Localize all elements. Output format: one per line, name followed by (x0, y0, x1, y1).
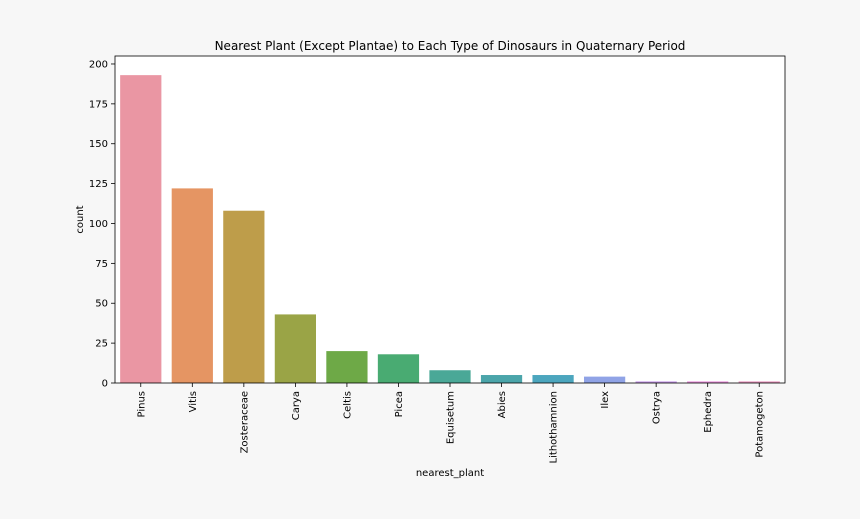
bar-ostrya (635, 381, 677, 383)
x-tick-label: Equisetum (446, 391, 457, 444)
chart-title: Nearest Plant (Except Plantae) to Each T… (215, 39, 686, 53)
y-tick-label: 200 (89, 59, 108, 70)
bar-abies (480, 375, 523, 383)
y-axis: 0 25 50 75 100 125 150 175 200 (89, 59, 115, 390)
x-tick-label: Pinus (136, 391, 147, 417)
x-tick-label: Lithothamnion (549, 391, 560, 463)
x-tick-label: Celtis (342, 391, 353, 419)
bar-zosteraceae (223, 210, 265, 383)
bar-picea (377, 354, 420, 383)
plot-area (115, 56, 785, 383)
bar-lithothamnion (532, 375, 574, 383)
y-tick-label: 150 (89, 139, 108, 150)
y-tick-label: 25 (95, 339, 108, 350)
bar-ephedra (687, 381, 729, 383)
x-tick-label: Ostrya (652, 391, 663, 424)
bar-equisetum (429, 370, 471, 383)
x-tick-label: Zosteraceae (239, 391, 250, 453)
y-tick-label: 100 (89, 219, 108, 230)
y-tick-label: 50 (95, 299, 108, 310)
x-tick-label: Carya (291, 391, 302, 420)
y-tick-label: 75 (95, 259, 108, 270)
x-tick-label: Potamogeton (755, 391, 766, 458)
bar-vitis (171, 188, 213, 383)
x-tick-label: Abies (497, 391, 508, 418)
y-tick-label: 175 (89, 99, 108, 110)
bars-group (120, 75, 780, 383)
bar-pinus (120, 75, 162, 383)
bar-celtis (326, 351, 368, 383)
bar-carya (274, 314, 316, 383)
y-tick-label: 125 (89, 179, 108, 190)
x-axis-label: nearest_plant (416, 468, 484, 479)
y-axis-label: count (75, 205, 86, 233)
bar-potamogeton (738, 381, 780, 383)
x-axis: Pinus Vitis Zosteraceae Carya Celtis Picea Equ… (136, 383, 766, 463)
x-tick-label: Picea (394, 391, 405, 417)
bar-ilex (584, 376, 626, 383)
x-tick-label: Ilex (600, 391, 611, 409)
y-tick-label: 0 (102, 379, 108, 390)
x-tick-label: Vitis (188, 391, 199, 412)
x-tick-label: Ephedra (703, 391, 714, 433)
